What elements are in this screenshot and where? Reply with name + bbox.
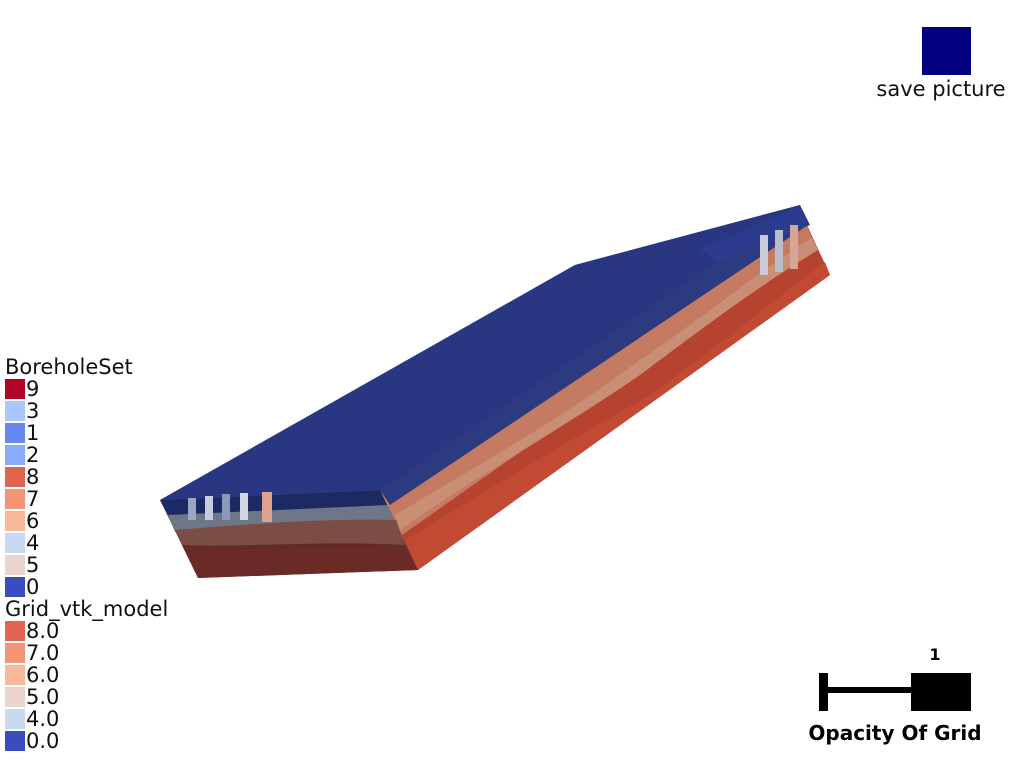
legend-swatch bbox=[5, 489, 25, 509]
legend-item: 3 bbox=[5, 400, 133, 422]
legend-item: 6 bbox=[5, 510, 133, 532]
borehole-columns bbox=[188, 225, 798, 522]
opacity-slider-handle[interactable] bbox=[911, 673, 971, 711]
legend-swatch bbox=[5, 731, 25, 751]
legend-swatch bbox=[5, 687, 25, 707]
opacity-slider-label: Opacity Of Grid bbox=[808, 721, 982, 745]
legend-item: 5 bbox=[5, 554, 133, 576]
legend-item: 7 bbox=[5, 488, 133, 510]
legend-swatch bbox=[5, 577, 25, 597]
legend-label: 3 bbox=[26, 399, 40, 423]
legend-label: 2 bbox=[26, 443, 40, 467]
legend-label: 8 bbox=[26, 465, 40, 489]
save-picture-label: save picture bbox=[876, 77, 1006, 101]
legend-label: 0.0 bbox=[26, 729, 60, 753]
legend-item: 4.0 bbox=[5, 708, 168, 730]
opacity-slider[interactable]: 1 Opacity Of Grid bbox=[806, 645, 986, 755]
legend-swatch bbox=[5, 445, 25, 465]
legend-swatch bbox=[5, 379, 25, 399]
opacity-slider-value: 1 bbox=[929, 645, 941, 664]
legend-item: 0.0 bbox=[5, 730, 168, 752]
save-picture-button[interactable] bbox=[922, 27, 971, 75]
legend-item: 6.0 bbox=[5, 664, 168, 686]
legend-label: 4.0 bbox=[26, 707, 60, 731]
legend-label: 1 bbox=[26, 421, 40, 445]
legend-swatch bbox=[5, 533, 25, 553]
legend-label: 4 bbox=[26, 531, 40, 555]
legend-swatch bbox=[5, 643, 25, 663]
legend-item: 7.0 bbox=[5, 642, 168, 664]
legend-label: 6.0 bbox=[26, 663, 60, 687]
legend-item: 5.0 bbox=[5, 686, 168, 708]
legend-swatch bbox=[5, 621, 25, 641]
grid-legend: Grid_vtk_model 8.0 7.0 6.0 5.0 4.0 0.0 bbox=[5, 598, 168, 752]
legend-swatch bbox=[5, 665, 25, 685]
legend-swatch bbox=[5, 423, 25, 443]
geological-model bbox=[160, 205, 830, 578]
legend-item: 0 bbox=[5, 576, 133, 598]
legend-item: 2 bbox=[5, 444, 133, 466]
legend-label: 7.0 bbox=[26, 641, 60, 665]
legend-label: 5 bbox=[26, 553, 40, 577]
legend-label: 7 bbox=[26, 487, 40, 511]
legend-label: 9 bbox=[26, 377, 40, 401]
legend-item: 1 bbox=[5, 422, 133, 444]
legend-item: 8 bbox=[5, 466, 133, 488]
opacity-slider-track[interactable] bbox=[822, 687, 922, 693]
legend-item: 8.0 bbox=[5, 620, 168, 642]
legend-label: 5.0 bbox=[26, 685, 60, 709]
legend-swatch bbox=[5, 467, 25, 487]
legend-item: 4 bbox=[5, 532, 133, 554]
grid-legend-title: Grid_vtk_model bbox=[5, 597, 169, 621]
borehole-legend-title: BoreholeSet bbox=[5, 355, 133, 379]
legend-label: 0 bbox=[26, 575, 40, 599]
legend-swatch bbox=[5, 401, 25, 421]
legend-label: 6 bbox=[26, 509, 40, 533]
legend-swatch bbox=[5, 555, 25, 575]
legend-label: 8.0 bbox=[26, 619, 60, 643]
legend-swatch bbox=[5, 709, 25, 729]
legend-item: 9 bbox=[5, 378, 133, 400]
legend-swatch bbox=[5, 511, 25, 531]
opacity-slider-start-cap bbox=[819, 673, 828, 711]
